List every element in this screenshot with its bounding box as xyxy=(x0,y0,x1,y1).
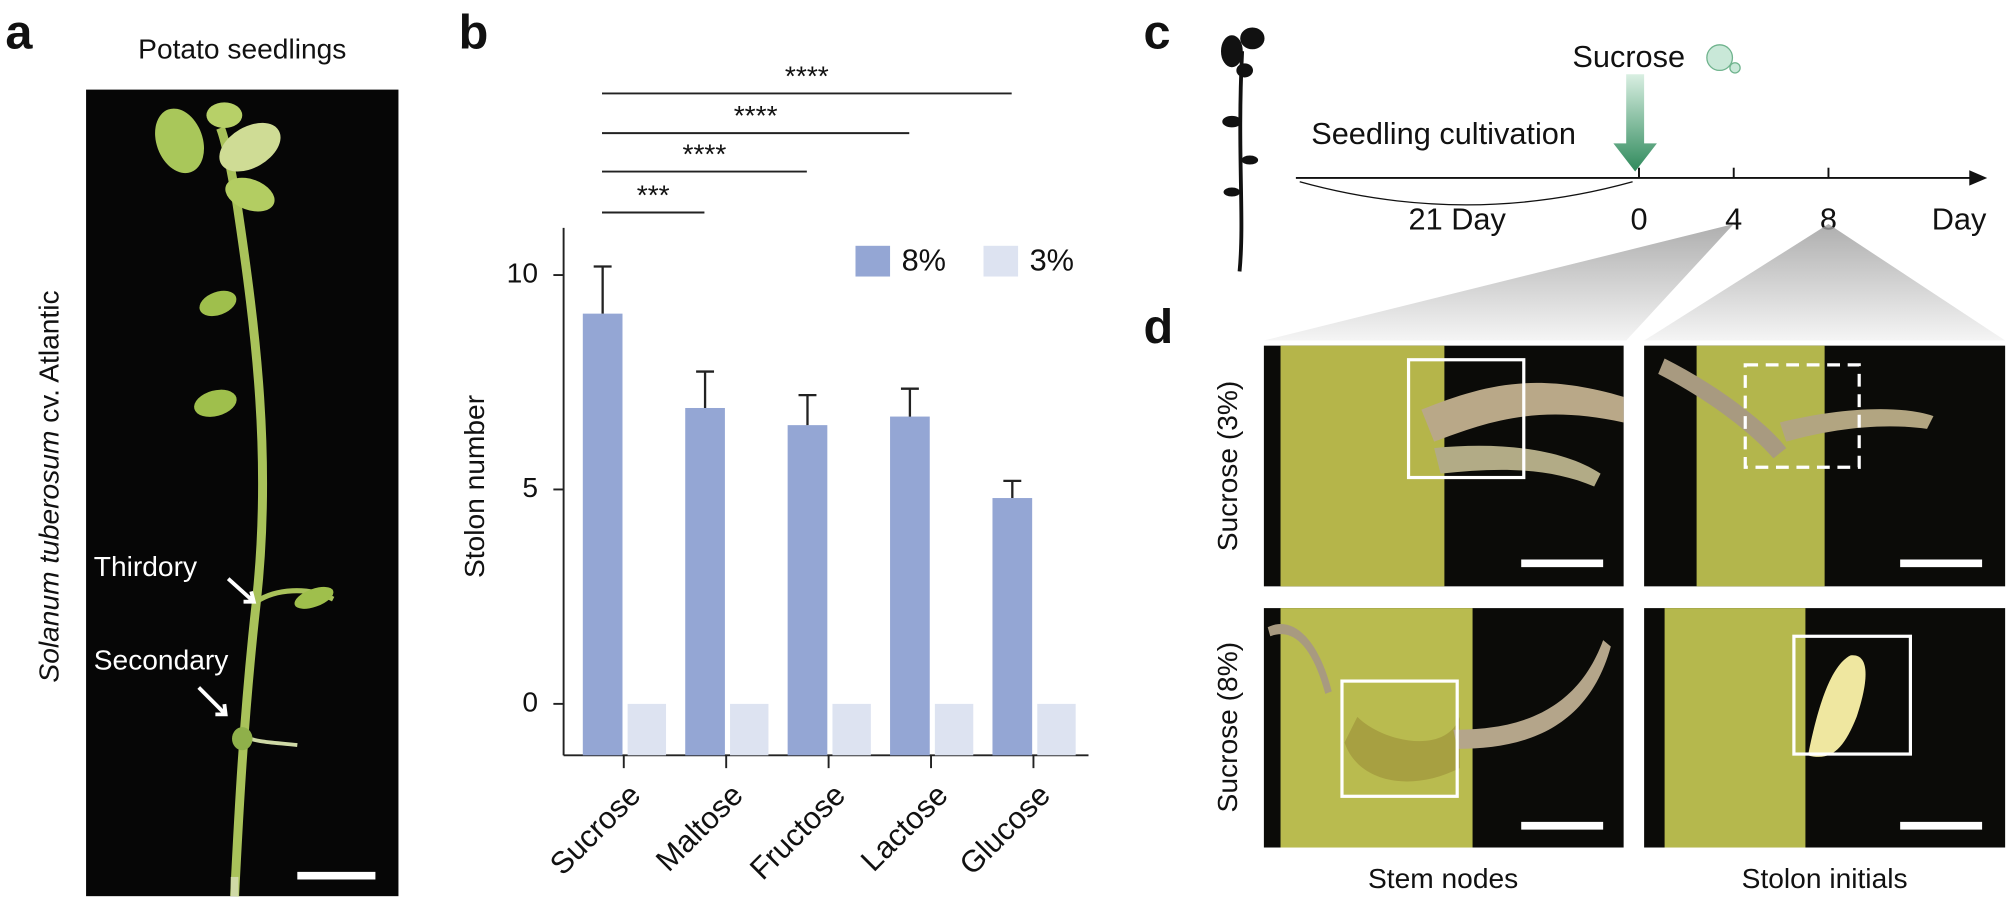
panel-title: Potato seedlings xyxy=(138,34,346,65)
y-tick-label: 5 xyxy=(522,472,538,503)
arrow xyxy=(226,577,257,604)
legend-swatch xyxy=(855,245,891,277)
x-tick-label: Lactose xyxy=(854,777,955,878)
treatment-label: Sucrose xyxy=(1572,39,1685,74)
species-label: Solanum tuberosum cv. Atlantic xyxy=(34,290,65,682)
micrograph xyxy=(1644,608,2006,848)
micrograph xyxy=(1644,345,2006,587)
column-label: Stem nodes xyxy=(1368,863,1518,894)
bar xyxy=(685,407,725,756)
timeline-tick-label: 4 xyxy=(1725,202,1742,237)
bar xyxy=(832,703,871,756)
row-label: Sucrose (3%) xyxy=(1212,381,1243,552)
annotation: Thirdory xyxy=(94,551,198,582)
timeline-tick-label: 0 xyxy=(1630,202,1647,237)
micrograph xyxy=(1263,345,1624,587)
plant-silhouette xyxy=(1220,27,1265,272)
significance-label: **** xyxy=(734,100,778,131)
y-tick-label: 10 xyxy=(507,257,538,288)
legend-label: 3% xyxy=(1030,243,1074,278)
x-tick-label: Sucrose xyxy=(543,777,647,881)
legend-swatch xyxy=(983,245,1019,277)
axis-unit: Day xyxy=(1932,202,1987,237)
treatment-arrow xyxy=(1613,74,1657,172)
error-bar xyxy=(1003,479,1022,499)
bar xyxy=(1037,703,1076,756)
arrow xyxy=(197,686,228,717)
bar xyxy=(992,498,1033,756)
micrograph xyxy=(1263,608,1624,848)
panel-label: c xyxy=(1144,6,1171,60)
column-label: Stolon initials xyxy=(1742,863,1908,894)
bar xyxy=(890,416,930,756)
timeline-arrowhead xyxy=(1969,170,1988,186)
sucrose-bubble xyxy=(1706,44,1741,74)
significance-label: **** xyxy=(683,139,727,170)
panel-label: b xyxy=(459,6,489,60)
bar xyxy=(627,703,667,756)
bar xyxy=(934,703,974,756)
legend-label: 8% xyxy=(902,243,946,278)
significance-label: **** xyxy=(785,61,829,92)
species: Solanum tuberosum xyxy=(34,431,65,683)
phase-label: Seedling cultivation xyxy=(1311,116,1576,151)
x-tick-label: Glucose xyxy=(952,777,1056,881)
bar xyxy=(582,313,623,756)
annotation: Secondary xyxy=(94,644,230,675)
y-tick-label: 0 xyxy=(522,686,538,717)
bar xyxy=(787,425,828,756)
panel-label: a xyxy=(5,6,33,60)
panel-label: d xyxy=(1144,300,1174,354)
error-bar xyxy=(696,370,715,408)
y-axis-label: Stolon number xyxy=(459,395,490,578)
cultivar: cv. Atlantic xyxy=(34,290,65,423)
error-bar xyxy=(593,265,612,314)
zoom-fan xyxy=(1644,224,2006,341)
error-bar xyxy=(798,393,817,426)
brace xyxy=(1299,181,1633,206)
error-bar xyxy=(900,387,919,417)
duration-label: 21 Day xyxy=(1409,202,1507,237)
bar xyxy=(730,703,769,756)
seedling xyxy=(155,102,335,897)
row-label: Sucrose (8%) xyxy=(1212,642,1243,813)
x-tick-label: Fructose xyxy=(743,777,852,886)
zoom-fan xyxy=(1263,224,1734,341)
significance-label: *** xyxy=(637,180,670,211)
x-tick-label: Maltose xyxy=(649,777,750,878)
